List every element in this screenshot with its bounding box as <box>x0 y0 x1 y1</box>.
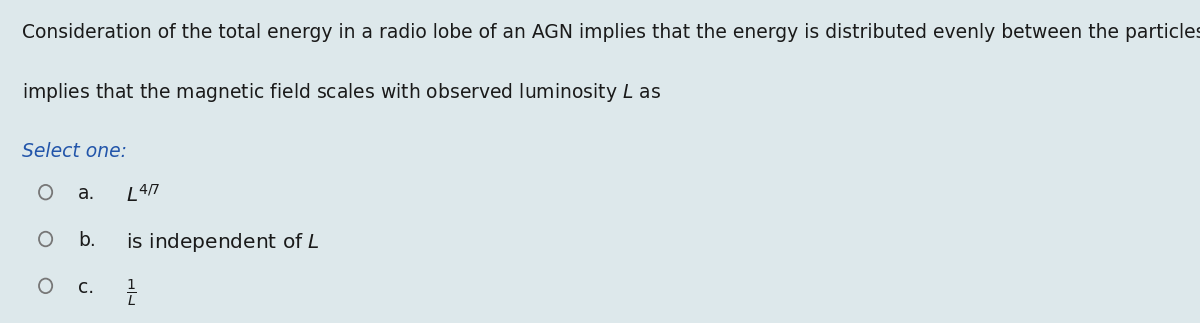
Text: a.: a. <box>78 184 95 203</box>
Text: is independent of $L$: is independent of $L$ <box>126 231 320 254</box>
Text: Consideration of the total energy in a radio lobe of an AGN implies that the ene: Consideration of the total energy in a r… <box>22 23 1200 42</box>
Text: $\frac{1}{L}$: $\frac{1}{L}$ <box>126 278 137 308</box>
Text: b.: b. <box>78 231 96 250</box>
Text: c.: c. <box>78 278 94 297</box>
Text: implies that the magnetic field scales with observed luminosity $L$ as: implies that the magnetic field scales w… <box>22 81 660 104</box>
Text: $L^{4/7}$: $L^{4/7}$ <box>126 184 160 206</box>
Text: Select one:: Select one: <box>22 142 127 161</box>
